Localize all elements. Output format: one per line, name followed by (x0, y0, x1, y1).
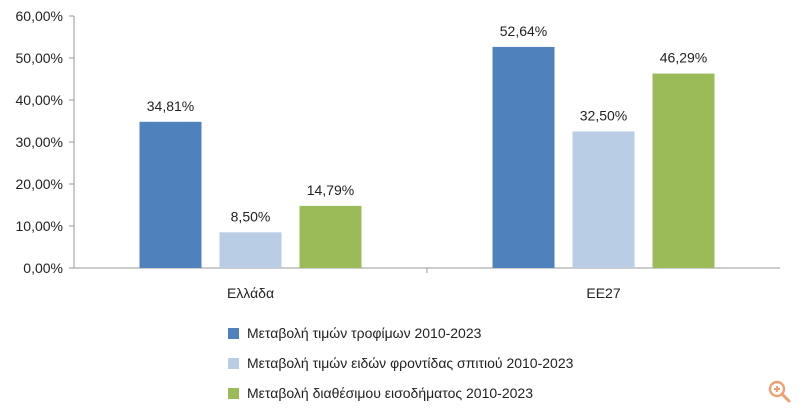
bar-chart: 0,00% 10,00% 20,00% 30,00% 40,00% 50,00% 60,00… (16, 8, 780, 300)
bar (299, 205, 362, 268)
y-tick-label: 40,00% (16, 92, 63, 108)
data-labels: 34,81% 8,50% 14,79% 52,64% 32,50% 46,29% (147, 23, 707, 224)
legend-item-disposable-income: Μεταβολή διαθέσιμου εισοδήματος 2010-202… (228, 378, 573, 408)
legend-swatch-disposable-income (228, 387, 239, 399)
y-tick-label: 30,00% (16, 134, 63, 150)
legend-swatch-household-care-prices (228, 357, 239, 369)
legend-label-food-prices: Μεταβολή τιμών τροφίμων 2010-2023 (247, 325, 482, 341)
data-label: 46,29% (660, 50, 707, 66)
data-label: 32,50% (580, 108, 627, 124)
bar (572, 131, 635, 268)
bar (139, 121, 202, 268)
data-label: 8,50% (231, 208, 271, 224)
bar (652, 73, 715, 268)
y-tick-label: 20,00% (16, 176, 63, 192)
data-label: 34,81% (147, 98, 194, 114)
data-label: 52,64% (500, 23, 547, 39)
legend-item-food-prices: Μεταβολή τιμών τροφίμων 2010-2023 (228, 318, 573, 348)
x-category-label: ΕΕ27 (586, 285, 620, 300)
data-label: 14,79% (307, 182, 354, 198)
zoom-icon[interactable] (766, 378, 792, 404)
legend-swatch-food-prices (228, 327, 239, 339)
x-category-label: Ελλάδα (227, 285, 274, 300)
bar (219, 232, 282, 268)
legend-item-household-care-prices: Μεταβολή τιμών ειδών φροντίδας σπιτιού 2… (228, 348, 573, 378)
axes: 0,00% 10,00% 20,00% 30,00% 40,00% 50,00% 60,00… (16, 8, 780, 300)
legend-label-household-care-prices: Μεταβολή τιμών ειδών φροντίδας σπιτιού 2… (247, 355, 574, 371)
legend-label-disposable-income: Μεταβολή διαθέσιμου εισοδήματος 2010-202… (247, 385, 533, 401)
y-tick-label: 60,00% (16, 8, 63, 24)
bar (492, 46, 555, 268)
legend: Μεταβολή τιμών τροφίμων 2010-2023 Μεταβο… (228, 318, 573, 408)
y-tick-label: 50,00% (16, 50, 63, 66)
y-tick-label: 10,00% (16, 218, 63, 234)
y-tick-label: 0,00% (23, 260, 63, 276)
bars (139, 46, 715, 268)
